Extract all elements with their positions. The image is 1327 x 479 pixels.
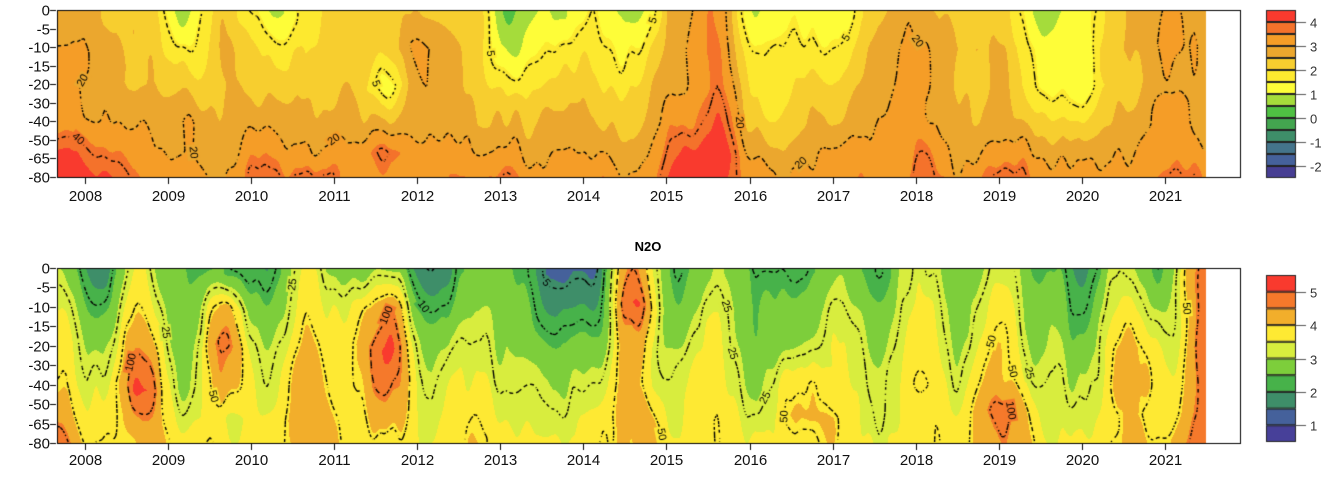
x-tick-label: 2012 (400, 452, 435, 469)
y-tick-label: -20 (28, 76, 50, 93)
x-tick-label: 2016 (733, 452, 768, 469)
y-tick-label: 0 (41, 2, 50, 19)
x-tick-label: 2013 (483, 188, 518, 205)
y-tick-label: -10 (28, 299, 50, 316)
y-tick-label: -5 (36, 279, 50, 296)
y-tick-label: -50 (28, 396, 50, 413)
x-tick-label: 2012 (400, 188, 435, 205)
x-tick-label: 2020 (1065, 188, 1100, 205)
x-tick-label: 2009 (151, 188, 186, 205)
x-tick-label: 2021 (1148, 452, 1183, 469)
y-tick-label: -80 (28, 169, 50, 186)
x-tick-label: 2010 (234, 188, 269, 205)
x-tick-label: 2016 (733, 188, 768, 205)
y-tick-label: -30 (28, 95, 50, 112)
x-tick-label: 2018 (899, 452, 934, 469)
y-tick-label: -40 (28, 377, 50, 394)
colorbar-tick-label: 4 (1310, 15, 1318, 30)
x-tick-label: 2008 (68, 452, 103, 469)
y-tick-label: -65 (28, 416, 50, 433)
bottom-panel-title: N2O (634, 239, 662, 254)
colorbar-tick-label: 4 (1310, 318, 1318, 333)
x-tick-label: 2015 (649, 188, 684, 205)
x-tick-label: 2009 (151, 452, 186, 469)
colorbar-tick-label: 3 (1310, 39, 1318, 54)
x-tick-label: 2014 (566, 452, 601, 469)
colorbar-tick-label: 1 (1310, 418, 1318, 433)
colorbar-tick-label: -2 (1310, 159, 1322, 174)
x-tick-label: 2019 (982, 188, 1017, 205)
x-tick-label: 2021 (1148, 188, 1183, 205)
y-tick-label: -15 (28, 58, 50, 75)
y-tick-label: -20 (28, 338, 50, 355)
colorbar-tick-label: 2 (1310, 63, 1318, 78)
y-tick-label: -40 (28, 113, 50, 130)
y-tick-label: -15 (28, 318, 50, 335)
x-tick-label: 2011 (318, 188, 351, 205)
x-tick-label: 2014 (566, 188, 601, 205)
y-tick-label: -50 (28, 132, 50, 149)
x-tick-label: 2017 (816, 452, 851, 469)
x-tick-label: 2018 (899, 188, 934, 205)
x-tick-label: 2008 (68, 188, 103, 205)
y-tick-label: -65 (28, 150, 50, 167)
x-tick-label: 2019 (982, 452, 1017, 469)
colorbar-tick-label: -1 (1310, 135, 1322, 150)
x-tick-label: 2015 (649, 452, 684, 469)
y-tick-label: -30 (28, 357, 50, 374)
x-tick-label: 2020 (1065, 452, 1100, 469)
x-tick-label: 2013 (483, 452, 518, 469)
colorbar-tick-label: 0 (1310, 111, 1318, 126)
colorbar-tick-label: 5 (1310, 285, 1318, 300)
y-tick-label: 0 (41, 260, 50, 277)
x-tick-label: 2010 (234, 452, 269, 469)
colorbar-tick-label: 1 (1310, 87, 1318, 102)
x-tick-label: 2017 (816, 188, 851, 205)
y-tick-label: -10 (28, 39, 50, 56)
y-tick-label: -5 (36, 21, 50, 38)
x-tick-label: 2011 (318, 452, 351, 469)
colorbar-tick-label: 2 (1310, 385, 1318, 400)
colorbar-tick-label: 3 (1310, 352, 1318, 367)
y-tick-label: -80 (28, 435, 50, 452)
